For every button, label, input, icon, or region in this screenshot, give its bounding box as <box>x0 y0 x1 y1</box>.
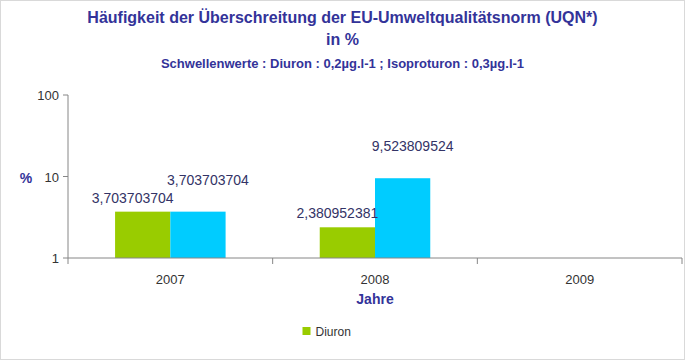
title-line: Häufigkeit der Überschreitung der EU-Umw… <box>87 8 597 26</box>
x-tick <box>477 258 478 264</box>
chart-border <box>1 1 685 360</box>
x-tick <box>68 258 69 264</box>
y-tick <box>63 258 68 259</box>
y-axis-title: % <box>20 170 33 186</box>
data-label: 2,380952381 <box>296 205 378 221</box>
x-tick <box>272 258 273 264</box>
x-tick-label: 2008 <box>361 272 390 287</box>
y-tick <box>63 176 68 177</box>
legend-label: Diuron <box>316 325 351 339</box>
title-line: in % <box>326 31 359 48</box>
x-tick-label: 2009 <box>565 272 594 287</box>
y-tick-label: 1 <box>52 251 59 266</box>
data-label: 3,703703704 <box>167 172 249 188</box>
bar <box>115 212 170 258</box>
x-axis-title: Jahre <box>356 291 394 307</box>
chart-subtitle: Schwellenwerte : Diuron : 0,2µg.l-1 ; Is… <box>161 56 524 71</box>
y-tick-label: 100 <box>37 88 59 103</box>
legend-swatch <box>303 327 311 335</box>
bar <box>320 227 375 258</box>
y-tick-label: 10 <box>45 170 59 185</box>
chart: Häufigkeit der Überschreitung der EU-Umw… <box>0 0 685 360</box>
chart-title: Häufigkeit der Überschreitung der EU-Umw… <box>87 8 597 48</box>
x-tick <box>682 258 683 264</box>
x-tick-label: 2007 <box>156 272 185 287</box>
bar <box>375 178 430 258</box>
x-axis <box>68 258 682 259</box>
bar <box>170 212 225 258</box>
y-tick <box>63 95 68 96</box>
data-label: 3,703703704 <box>92 190 174 206</box>
data-label: 9,523809524 <box>372 138 454 154</box>
